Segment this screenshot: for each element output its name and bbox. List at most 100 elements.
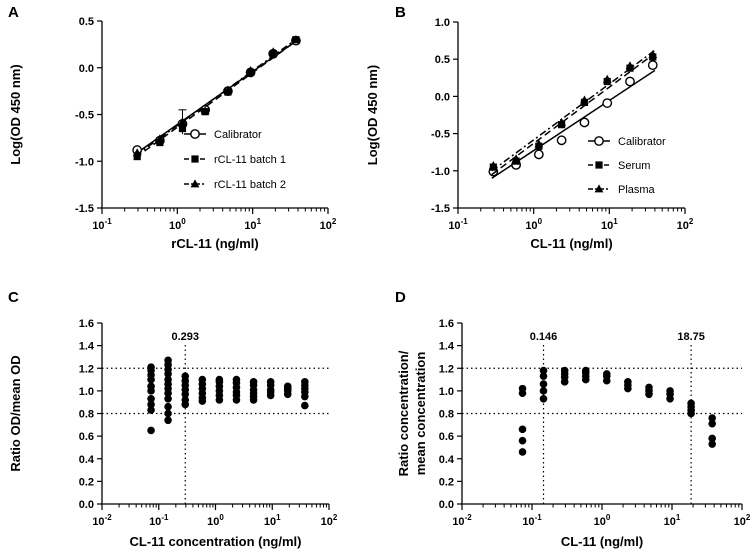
x-axis-title: CL-11 (ng/ml) bbox=[530, 236, 612, 251]
point-group bbox=[624, 378, 632, 393]
y-tick-label: 0.5 bbox=[435, 54, 450, 66]
x-tick-base: 10 bbox=[244, 220, 256, 232]
y-tick-label: 0.4 bbox=[79, 454, 95, 466]
data-point bbox=[164, 402, 172, 411]
legend-marker bbox=[594, 184, 604, 193]
legend-label: rCL-11 batch 2 bbox=[214, 179, 286, 191]
panel-letter: D bbox=[395, 289, 406, 306]
legend-marker bbox=[595, 161, 603, 169]
data-point bbox=[511, 154, 521, 163]
data-point bbox=[301, 378, 309, 386]
data-point bbox=[147, 363, 155, 371]
data-point bbox=[283, 382, 292, 391]
x-tick-base: 10 bbox=[448, 220, 460, 232]
y-tick-label: 0.8 bbox=[79, 409, 94, 421]
x-axis-title: rCL-11 (ng/ml) bbox=[171, 236, 258, 251]
x-tick-exponent: 2 bbox=[332, 217, 337, 226]
y-tick-label: -1.0 bbox=[75, 156, 94, 168]
data-point bbox=[518, 448, 527, 456]
y-tick-label: 0.5 bbox=[79, 16, 94, 28]
x-tick-base: 10 bbox=[677, 220, 689, 232]
y-tick-label: 0.6 bbox=[439, 431, 454, 443]
point-group bbox=[645, 383, 653, 399]
y-tick-label: 0.0 bbox=[435, 91, 450, 103]
fit-line bbox=[135, 37, 299, 157]
point-group bbox=[708, 414, 716, 448]
data-point bbox=[539, 380, 548, 388]
data-point bbox=[648, 50, 658, 59]
data-point bbox=[181, 396, 190, 404]
data-point bbox=[164, 356, 172, 365]
point-group bbox=[215, 375, 224, 404]
legend-label: Calibrator bbox=[214, 129, 262, 141]
panel-c: C0.00.20.40.60.81.01.21.41.610-2 10-1 100 1… bbox=[8, 289, 338, 549]
x-tick-base: 10 bbox=[594, 516, 606, 528]
data-point bbox=[708, 440, 716, 448]
x-tick-base: 10 bbox=[92, 220, 104, 232]
point-group bbox=[283, 382, 292, 399]
data-point bbox=[268, 47, 278, 56]
x-tick-label: 100 bbox=[594, 513, 611, 528]
y-tick-label: 1.0 bbox=[439, 386, 454, 398]
x-tick-exponent: 0 bbox=[219, 513, 224, 522]
panel-b: B-1.5-1.0-0.50.00.51.010-1 100 101 102CL-11… bbox=[365, 4, 694, 251]
x-tick-label: 101 bbox=[264, 513, 281, 528]
x-tick-label: 10-1 bbox=[92, 217, 112, 232]
data-point bbox=[624, 378, 632, 386]
y-tick-label: 1.6 bbox=[439, 318, 454, 330]
data-point bbox=[215, 375, 224, 384]
data-point bbox=[198, 375, 207, 384]
data-point bbox=[533, 149, 544, 160]
data-point bbox=[602, 74, 612, 83]
x-tick-exponent: -2 bbox=[105, 513, 113, 522]
point-group bbox=[266, 378, 275, 400]
y-tick-label: -0.5 bbox=[431, 129, 450, 141]
x-tick-label: 10-1 bbox=[522, 513, 542, 528]
y-tick-label: 1.4 bbox=[79, 341, 95, 353]
y-tick-label: 1.4 bbox=[439, 341, 455, 353]
y-tick-label: 1.2 bbox=[439, 363, 454, 375]
x-tick-base: 10 bbox=[525, 220, 537, 232]
y-tick-label: 0.0 bbox=[79, 63, 94, 75]
data-point bbox=[625, 76, 635, 87]
data-point bbox=[147, 400, 155, 409]
legend-label: Calibrator bbox=[618, 136, 666, 148]
data-point bbox=[708, 414, 716, 422]
point-group bbox=[232, 375, 241, 404]
legend-label: rCL-11 batch 1 bbox=[214, 154, 286, 166]
y-tick-label: 0.8 bbox=[439, 409, 454, 421]
point-group bbox=[602, 370, 611, 385]
data-point bbox=[232, 375, 241, 384]
vline-label: 18.75 bbox=[677, 331, 705, 343]
data-point bbox=[580, 95, 589, 104]
data-point bbox=[534, 139, 544, 148]
y-tick-label: -1.0 bbox=[431, 166, 450, 178]
x-axis-title: CL-11 (ng/ml) bbox=[561, 534, 643, 549]
x-tick-label: 101 bbox=[244, 217, 261, 232]
panel-letter: A bbox=[8, 4, 19, 21]
legend-label: Plasma bbox=[618, 184, 656, 196]
x-tick-label: 102 bbox=[320, 217, 337, 232]
data-point bbox=[518, 384, 527, 393]
vline-label: 0.293 bbox=[171, 331, 199, 343]
x-tick-label: 10-2 bbox=[92, 513, 112, 528]
y-tick-label: 0.6 bbox=[79, 431, 94, 443]
data-point bbox=[645, 383, 653, 392]
data-point bbox=[200, 106, 210, 115]
data-point bbox=[246, 65, 255, 74]
data-point bbox=[178, 117, 187, 126]
y-tick-label: 1.0 bbox=[435, 17, 450, 29]
data-point bbox=[156, 138, 164, 147]
data-point bbox=[647, 60, 658, 71]
panel-d: D0.00.20.40.60.81.01.21.41.610-2 10-1 100 1… bbox=[395, 289, 751, 549]
y-tick-label: 0.2 bbox=[439, 476, 454, 488]
data-point bbox=[666, 387, 674, 395]
data-point bbox=[602, 98, 613, 108]
y-tick-label: 0.4 bbox=[439, 454, 455, 466]
point-group bbox=[539, 366, 548, 403]
panel-letter: B bbox=[395, 4, 406, 21]
data-point bbox=[164, 394, 172, 403]
y-tick-label: 1.6 bbox=[79, 318, 94, 330]
